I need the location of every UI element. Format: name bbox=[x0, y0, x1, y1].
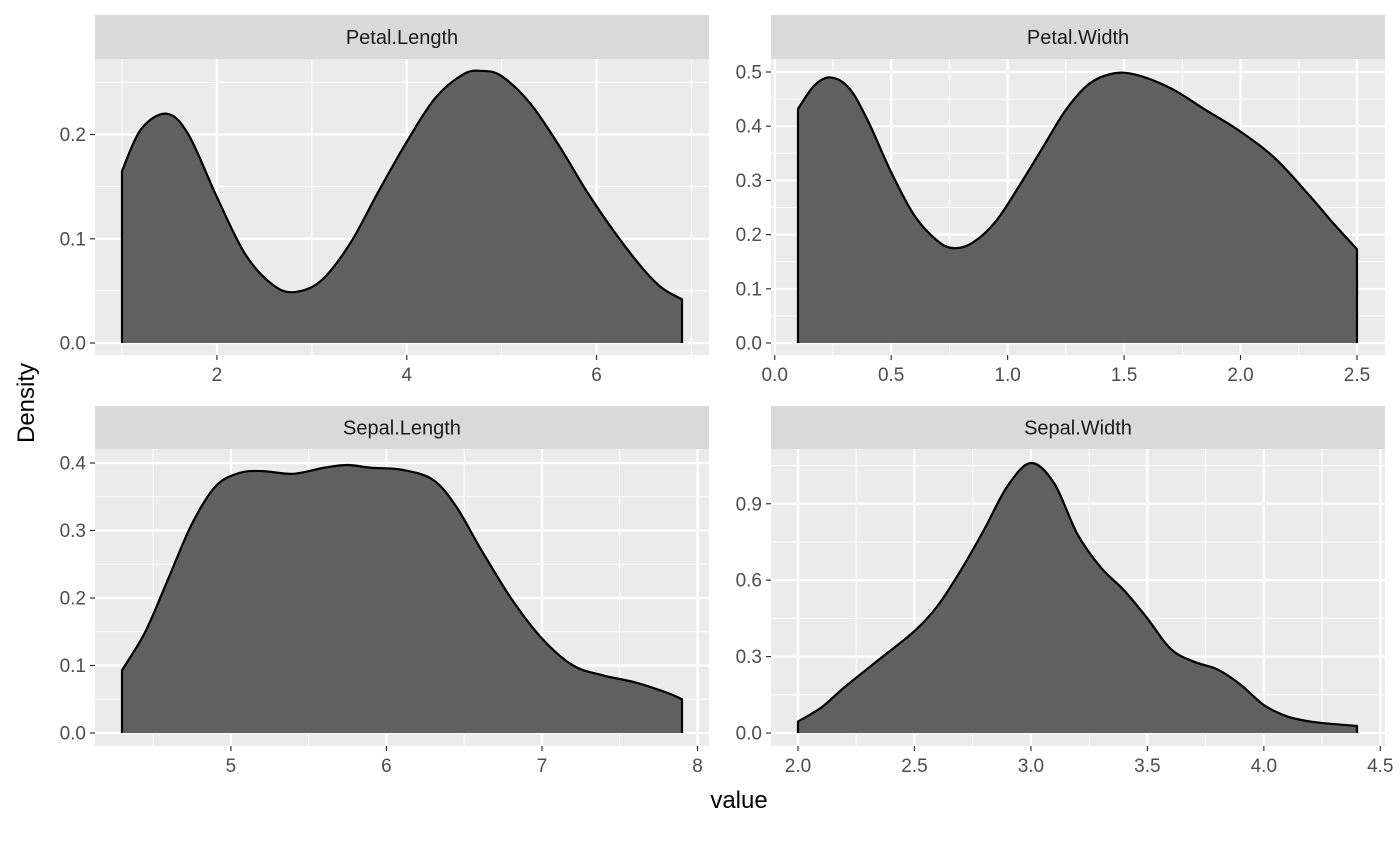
x-tick-label: 2.5 bbox=[901, 756, 927, 777]
y-tick-label: 0.0 bbox=[736, 334, 762, 355]
facet-petal-width: Petal.Width 0.0 0.5 1.0 1.5 2.0 2.5 0.0 0.1 0.2 0.… bbox=[736, 15, 1385, 386]
facet-strip bbox=[771, 406, 1385, 449]
y-tick-label: 0.3 bbox=[60, 521, 86, 542]
density-line bbox=[796, 71, 1359, 343]
y-tick-label: 0.3 bbox=[736, 171, 762, 192]
y-axis-title: Density bbox=[13, 363, 40, 443]
density-area bbox=[122, 70, 682, 343]
y-tick-label: 0.1 bbox=[60, 229, 86, 250]
x-tick-label: 3.0 bbox=[1018, 756, 1044, 777]
density-area bbox=[122, 465, 682, 733]
density-area bbox=[798, 72, 1357, 343]
x-tick-label: 4.5 bbox=[1367, 756, 1393, 777]
x-tick-label: 1.5 bbox=[1111, 365, 1137, 386]
x-tick-label: 6 bbox=[381, 756, 392, 777]
x-tick-label: 8 bbox=[692, 756, 703, 777]
y-tick-label: 0.2 bbox=[60, 589, 86, 610]
y-tick-label: 0.4 bbox=[60, 454, 87, 475]
density-line bbox=[120, 69, 684, 343]
facet-panels: Petal.Length 2 4 6 0.0 0.1 0.2 Petal.Width 0.0 0.… bbox=[60, 15, 1394, 777]
x-tick-label: 4 bbox=[401, 365, 412, 386]
x-tick-label: 2.0 bbox=[785, 756, 811, 777]
x-tick-label: 1.0 bbox=[994, 365, 1020, 386]
facet-strip-label: Petal.Width bbox=[1027, 27, 1129, 49]
y-tick-label: 0.5 bbox=[736, 63, 762, 84]
x-tick-label: 6 bbox=[591, 365, 602, 386]
y-tick-label: 0.1 bbox=[60, 656, 86, 677]
y-tick-label: 0.0 bbox=[736, 724, 762, 745]
y-tick-label: 0.2 bbox=[60, 125, 86, 146]
x-tick-label: 2 bbox=[212, 365, 223, 386]
facet-sepal-width: Sepal.Width 2.0 2.5 3.0 3.5 4.0 4.5 0.0 0.3 0.6 0.… bbox=[736, 406, 1394, 777]
density-line bbox=[120, 463, 684, 733]
x-tick-label: 3.5 bbox=[1134, 756, 1160, 777]
x-tick-label: 5 bbox=[226, 756, 237, 777]
density-area bbox=[798, 462, 1357, 733]
x-tick-label: 7 bbox=[537, 756, 548, 777]
y-tick-label: 0.0 bbox=[60, 334, 86, 355]
y-tick-label: 0.9 bbox=[736, 494, 762, 515]
y-tick-label: 0.3 bbox=[736, 647, 762, 668]
y-tick-label: 0.4 bbox=[736, 117, 763, 138]
y-tick-label: 0.0 bbox=[60, 724, 86, 745]
facet-petal-length: Petal.Length 2 4 6 0.0 0.1 0.2 bbox=[60, 15, 709, 386]
x-tick-label: 0.5 bbox=[878, 365, 904, 386]
density-line bbox=[796, 461, 1359, 733]
y-tick-label: 0.6 bbox=[736, 571, 762, 592]
x-tick-label: 2.5 bbox=[1344, 365, 1370, 386]
facet-strip bbox=[95, 406, 709, 449]
facet-strip-label: Sepal.Width bbox=[1024, 418, 1132, 440]
x-tick-label: 2.0 bbox=[1227, 365, 1253, 386]
x-axis-title: value bbox=[710, 787, 767, 814]
facet-strip-label: Petal.Length bbox=[346, 27, 458, 49]
facet-strip bbox=[95, 15, 709, 59]
facet-strip bbox=[771, 15, 1385, 59]
y-tick-label: 0.1 bbox=[736, 279, 762, 300]
facet-strip-label: Sepal.Length bbox=[343, 418, 461, 440]
y-tick-label: 0.2 bbox=[736, 225, 762, 246]
x-tick-label: 0.0 bbox=[761, 365, 787, 386]
x-tick-label: 4.0 bbox=[1251, 756, 1277, 777]
facet-sepal-length: Sepal.Length 5 6 7 8 0.0 0.1 0.2 0.3 0.4 bbox=[60, 406, 709, 777]
